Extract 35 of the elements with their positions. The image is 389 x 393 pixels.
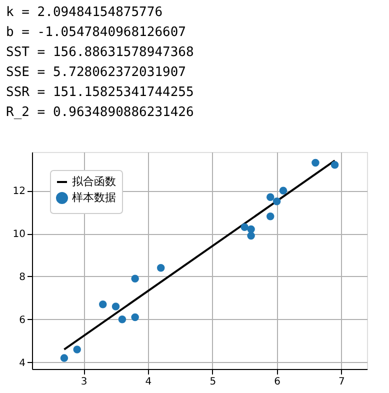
point	[131, 274, 139, 282]
point	[272, 198, 281, 206]
point	[118, 316, 126, 324]
point	[312, 158, 320, 167]
x-tick-label: 7	[338, 376, 345, 388]
point	[98, 300, 107, 308]
point	[131, 313, 139, 322]
y-tick-label: 4	[19, 358, 26, 369]
x-tick-label: 6	[274, 376, 280, 388]
point	[73, 346, 81, 354]
point	[247, 225, 255, 234]
legend-label: 拟合函数	[72, 175, 116, 188]
y-tick-label: 8	[19, 272, 26, 283]
y-tick-label: 10	[12, 229, 26, 240]
y-tick-label: 12	[12, 186, 26, 198]
point	[330, 161, 339, 169]
text: SSE = 5.728062372031907	[6, 65, 186, 80]
text: SST = 156.88631578947368	[6, 45, 194, 60]
point	[112, 302, 120, 310]
x-tick-label: 4	[145, 376, 152, 388]
point	[240, 223, 248, 231]
point	[266, 193, 274, 201]
point	[247, 232, 255, 240]
legend-label: 样本数据	[72, 191, 116, 204]
y-tick-label: 6	[19, 314, 26, 326]
point	[60, 354, 68, 362]
text: SSR = 151.15825341744255	[6, 85, 194, 100]
x-tick-label: 3	[80, 376, 88, 388]
text: b = -1.0547840968126607	[6, 25, 186, 40]
x-tick-label: 5	[210, 376, 216, 388]
point	[279, 186, 288, 194]
point	[266, 212, 274, 220]
text: R_2 = 0.9634890886231426	[6, 105, 194, 120]
point	[156, 264, 165, 272]
text: k = 2.09484154875776	[6, 5, 163, 20]
